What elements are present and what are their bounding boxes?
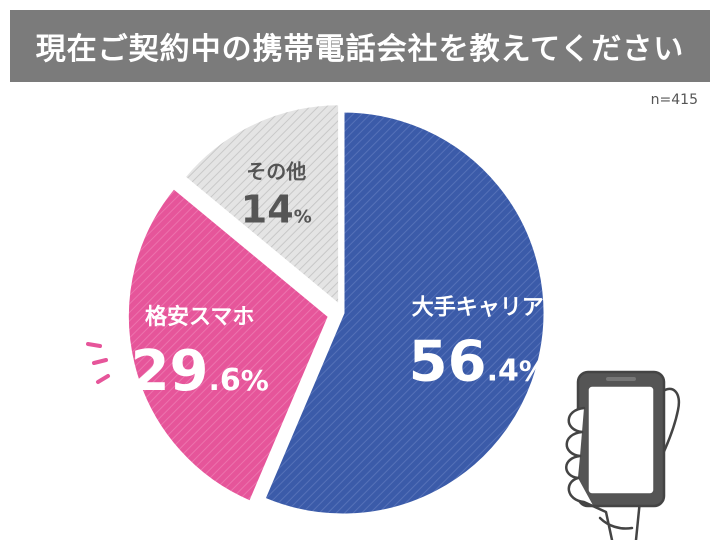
pie-slice-1 <box>261 109 547 517</box>
slice-value-1: 56.4% <box>409 329 547 394</box>
slice-label-1: 大手キャリア <box>412 295 544 320</box>
motion-lines-icon <box>86 342 110 384</box>
slice-value-3: 14% <box>241 187 312 231</box>
pie-slice-2 <box>125 185 332 505</box>
slice-label-2: 格安スマホ <box>145 304 254 330</box>
slice-label-3: その他 <box>246 159 306 183</box>
slice-value-2: 29.6% <box>131 339 269 404</box>
phone-hand-illustration <box>565 370 681 540</box>
pie-slice-3 <box>181 102 342 309</box>
pie-slices <box>125 102 547 517</box>
chart-title: 現在ご契約中の携帯電話会社を教えてください <box>35 32 685 67</box>
pie-labels: 大手キャリア 56.4% 格安スマホ 29.6% その他 14% <box>131 159 547 403</box>
sample-size-label: n=415 <box>650 92 698 108</box>
title-bar: 現在ご契約中の携帯電話会社を教えてください <box>10 10 710 82</box>
